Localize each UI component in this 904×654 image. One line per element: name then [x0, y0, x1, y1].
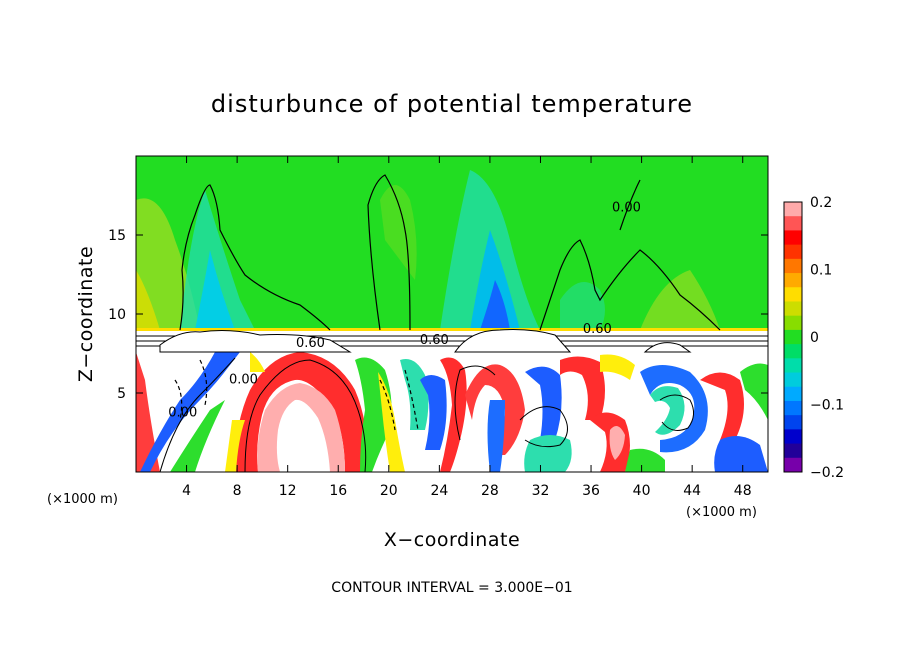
x-tick-label: 8 — [233, 483, 242, 499]
colorbar-swatch — [784, 202, 802, 217]
colorbar-swatch — [784, 443, 802, 459]
colorbar-swatch — [784, 258, 802, 274]
x-tick-label: 32 — [532, 483, 550, 499]
y-tick-label: 10 — [108, 307, 126, 323]
x-axis-ticks: 4 8 12 16 20 24 28 32 36 40 44 48 — [182, 156, 752, 499]
x-tick-label: 40 — [633, 483, 651, 499]
x-tick-label: 44 — [683, 483, 701, 499]
x-tick-label: 36 — [582, 483, 600, 499]
x-tick-label: 20 — [380, 483, 398, 499]
colorbar-swatch — [784, 457, 802, 473]
colorbar-swatch — [784, 329, 802, 345]
colorbar-swatch — [784, 429, 802, 445]
x-tick-label: 24 — [430, 483, 448, 499]
x-tick-label: 12 — [279, 483, 297, 499]
colorbar-swatch — [784, 400, 802, 416]
x-tick-label: 16 — [329, 483, 347, 499]
colorbar: 0.2 0.1 0 −0.1 −0.2 — [783, 195, 844, 481]
colorbar-swatch — [784, 386, 802, 402]
x-axis-label: X−coordinate — [384, 529, 520, 551]
x-tick-label: 4 — [182, 483, 191, 499]
chart-title: disturbunce of potential temperature — [211, 90, 693, 118]
contour-label: 0.60 — [583, 322, 612, 337]
contour-label: 0.60 — [420, 333, 449, 348]
colorbar-swatch — [784, 415, 802, 430]
colorbar-tick-label: −0.1 — [810, 398, 844, 414]
contour-labels: 0.00 0.00 0.60 0.60 0.60 0.00 — [168, 200, 641, 420]
colorbar-swatch — [784, 372, 802, 388]
x-tick-label: 28 — [481, 483, 499, 499]
colorbar-swatch — [784, 315, 802, 331]
contour-label: 0.00 — [168, 406, 197, 421]
colorbar-tick-label: 0.1 — [810, 263, 832, 279]
y-axis-ticks: 5 10 15 — [108, 228, 768, 402]
colorbar-swatch — [784, 216, 802, 231]
colorbar-swatch — [784, 230, 802, 246]
colorbar-swatch — [784, 287, 802, 302]
x-unit-right: (×1000 m) — [686, 505, 757, 520]
colorbar-swatch — [784, 358, 802, 374]
colorbar-tick-label: −0.2 — [810, 465, 844, 481]
colorbar-swatch — [784, 301, 802, 317]
contour-label: 0.00 — [229, 373, 258, 388]
x-tick-label: 48 — [734, 483, 752, 499]
y-tick-label: 5 — [117, 386, 126, 402]
colorbar-swatch — [784, 344, 802, 359]
colorbar-tick-label: 0.2 — [810, 195, 832, 211]
contour-interval-note: CONTOUR INTERVAL = 3.000E−01 — [331, 580, 572, 596]
heatmap-field — [136, 156, 768, 472]
colorbar-tick-label: 0 — [810, 330, 819, 346]
x-unit-left: (×1000 m) — [47, 492, 118, 507]
contour-label: 0.00 — [612, 200, 641, 215]
colorbar-swatch — [784, 273, 802, 288]
y-tick-label: 15 — [108, 228, 126, 244]
y-axis-label: Z−coordinate — [75, 246, 97, 382]
colorbar-swatch — [784, 244, 802, 260]
contour-label: 0.60 — [296, 336, 325, 351]
